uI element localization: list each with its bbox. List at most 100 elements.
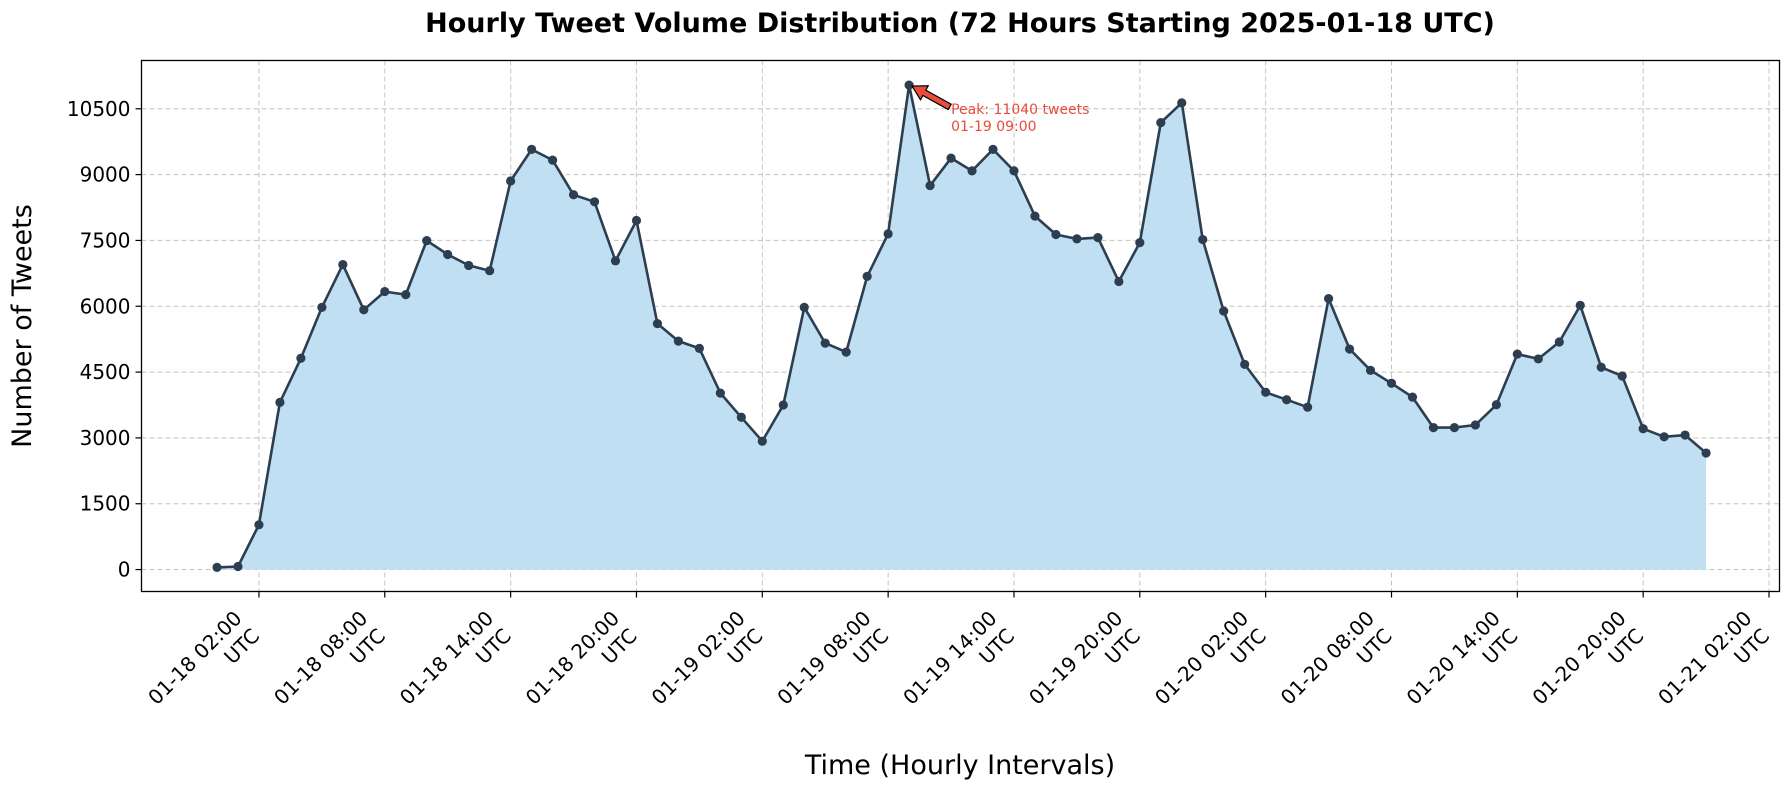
data-point	[1701, 448, 1711, 458]
data-point	[1323, 293, 1334, 304]
data-point	[296, 353, 306, 363]
data-point	[233, 561, 243, 572]
y-tick-label: 1500	[80, 492, 131, 516]
data-point	[967, 166, 977, 176]
data-point	[547, 155, 558, 165]
data-point	[1470, 420, 1480, 430]
data-point	[254, 520, 264, 530]
peak-arrow-icon	[911, 85, 953, 111]
data-point	[841, 347, 851, 357]
data-point	[1156, 117, 1166, 128]
data-point	[506, 176, 516, 186]
data-point	[631, 215, 642, 226]
data-point	[526, 144, 537, 154]
x-tick-label: 01-20 20:00UTC	[1527, 606, 1648, 727]
data-point	[1428, 422, 1439, 433]
data-point	[1135, 238, 1145, 248]
y-tick-label: 0	[118, 558, 131, 582]
data-point	[1009, 166, 1019, 176]
data-point	[652, 318, 663, 329]
peak-annotation-text: Peak: 11040 tweets 01-19 09:00	[951, 102, 1089, 135]
data-point	[1491, 400, 1501, 410]
data-point	[568, 190, 579, 200]
x-tick-label: 01-18 08:00UTC	[269, 606, 390, 727]
data-point	[778, 400, 788, 410]
data-point	[464, 260, 474, 271]
peak-annotation-line: Peak: 11040 tweets	[951, 102, 1089, 118]
data-point	[275, 397, 285, 407]
data-point	[1240, 359, 1250, 369]
data-point	[380, 286, 390, 297]
data-point	[799, 302, 809, 312]
data-point	[485, 266, 495, 276]
data-point	[988, 144, 998, 154]
data-point	[317, 302, 327, 312]
data-point	[401, 290, 411, 300]
x-tick-label: 01-18 14:00UTC	[395, 606, 516, 727]
x-tick-label: 01-18 20:00UTC	[521, 606, 642, 727]
x-tick-label: 01-19 08:00UTC	[772, 606, 893, 727]
chart-title: Hourly Tweet Volume Distribution (72 Hou…	[425, 8, 1495, 39]
data-point	[946, 153, 956, 163]
y-axis-label: Number of Tweets	[7, 204, 38, 448]
data-point	[1533, 354, 1543, 364]
data-point	[715, 388, 725, 398]
data-point	[673, 336, 684, 346]
data-point	[1617, 371, 1627, 381]
data-point	[1659, 432, 1669, 442]
data-point	[925, 180, 935, 191]
data-point	[1638, 424, 1648, 434]
data-point	[1554, 337, 1564, 347]
data-point	[422, 236, 432, 246]
data-point	[736, 412, 746, 422]
data-point	[904, 80, 914, 90]
y-tick-label: 10500	[67, 97, 131, 121]
area-fill	[217, 85, 1707, 570]
data-point	[694, 343, 704, 353]
x-tick-label: 01-19 02:00UTC	[647, 606, 768, 727]
x-tick-label: 01-19 20:00UTC	[1024, 606, 1145, 727]
data-point	[820, 338, 830, 348]
data-point	[1030, 211, 1040, 221]
data-point	[1575, 300, 1585, 310]
x-tick-label: 01-19 14:00UTC	[898, 606, 1019, 727]
data-point	[1680, 430, 1690, 440]
data-point	[1344, 344, 1355, 354]
y-tick-label: 4500	[80, 360, 131, 384]
data-point	[1177, 98, 1187, 108]
data-point	[862, 271, 872, 282]
data-point	[1449, 422, 1460, 433]
data-point	[1261, 387, 1271, 397]
data-point	[1198, 234, 1208, 245]
data-point	[1072, 234, 1082, 244]
x-tick-label: 01-20 08:00UTC	[1276, 606, 1397, 727]
data-point	[1282, 395, 1292, 405]
plot-frame	[140, 59, 1781, 593]
data-point	[757, 436, 767, 446]
peak-annotation-line: 01-19 09:00	[951, 119, 1036, 135]
peak-annotation: Peak: 11040 tweets 01-19 09:00	[911, 85, 1089, 135]
data-point	[1303, 402, 1313, 412]
data-points	[212, 80, 1711, 572]
data-point	[610, 256, 621, 266]
y-tick-label: 6000	[80, 294, 131, 318]
x-axis: 01-18 02:00UTC 01-18 08:00UTC 01-18 14:00U…	[143, 591, 1774, 727]
y-tick-label: 3000	[80, 426, 131, 450]
y-tick-label: 9000	[80, 163, 131, 187]
data-point	[1114, 276, 1124, 287]
data-point	[1512, 349, 1522, 359]
y-axis: 0 1500 3000 4500 6000 7500 9000 10500	[67, 97, 142, 582]
data-point	[338, 259, 348, 270]
data-point	[1093, 232, 1103, 243]
x-tick-label: 01-18 02:00UTC	[143, 606, 264, 727]
x-tick-label: 01-21 02:00UTC	[1653, 606, 1774, 727]
data-point	[589, 197, 600, 207]
x-tick-label: 01-20 02:00UTC	[1150, 606, 1271, 727]
data-point	[1051, 229, 1061, 240]
data-point	[1219, 306, 1229, 316]
x-tick-label: 01-20 14:00UTC	[1402, 606, 1523, 727]
data-point	[1386, 378, 1397, 388]
data-point	[212, 562, 222, 572]
data-point	[883, 229, 893, 239]
